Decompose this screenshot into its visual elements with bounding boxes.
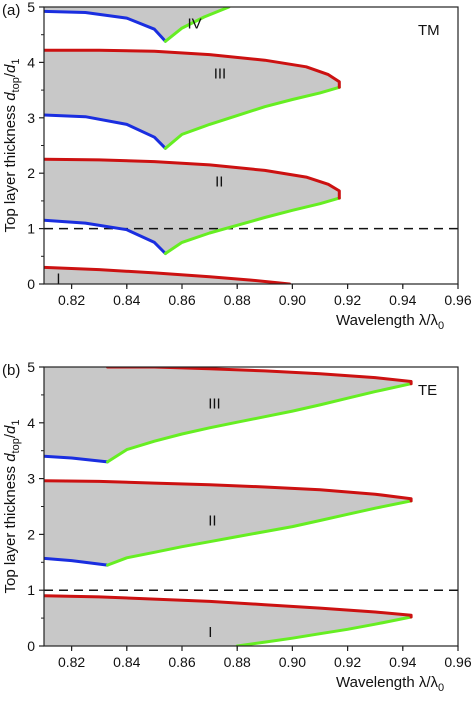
x-axis-label: Wavelength λ/λ0	[336, 674, 444, 694]
y-axis-ticks: 0 1 2 3 4 5	[27, 359, 44, 654]
band-region-III	[44, 50, 340, 149]
x-axis-label-subscript: 0	[438, 320, 444, 332]
red-band-edge-III	[44, 48, 341, 89]
y-tick-label: 2	[27, 526, 35, 542]
y-axis-label-sub2: 1	[10, 58, 22, 64]
x-tick-label: 0.96	[444, 654, 471, 670]
y-axis-label-slash: /	[2, 433, 19, 438]
band-label-II: II	[215, 174, 223, 191]
y-axis-label-slash: /	[2, 72, 19, 77]
green-band-edge-I	[235, 615, 413, 646]
blue-band-edge-III	[44, 454, 109, 464]
red-band-edge-II	[44, 479, 413, 503]
x-tick-label: 0.90	[279, 654, 306, 670]
band-edge-curves	[44, 7, 341, 284]
y-axis-label-var: d	[2, 453, 19, 462]
green-band-edge-IV	[163, 7, 231, 43]
band-label-I: I	[56, 271, 60, 288]
panel-b-te: 0.82 0.84 0.86 0.88 0.90 0.92 0.94 0.96 012345 …	[2, 359, 472, 694]
y-tick-label: 4	[27, 415, 35, 431]
green-band-edge-III	[163, 85, 341, 150]
y-tick-label: 5	[27, 0, 35, 15]
x-axis-label-text: Wavelength λ/λ	[336, 674, 438, 691]
y-tick-label: 1	[27, 582, 35, 598]
x-axis-label-subscript: 0	[438, 682, 444, 694]
band-region-IV	[44, 7, 229, 42]
band-region-II	[44, 480, 412, 566]
blue-band-edge-II	[44, 218, 167, 255]
red-band-edge-I	[44, 265, 292, 284]
x-tick-label: 0.86	[168, 292, 195, 308]
y-tick-label: 2	[27, 165, 35, 181]
band-label-I: I	[208, 624, 212, 641]
band-label-IV: IV	[188, 16, 202, 33]
x-tick-label: 0.94	[389, 654, 416, 670]
y-axis-label-sub: top	[10, 77, 22, 92]
band-region-I	[44, 267, 290, 284]
blue-band-edge-II	[44, 556, 109, 567]
x-tick-label: 0.84	[113, 292, 140, 308]
x-tick-label: 0.92	[334, 654, 361, 670]
y-tick-label: 5	[27, 359, 35, 375]
x-tick-label: 0.94	[389, 292, 416, 308]
band-regions	[44, 7, 340, 284]
y-tick-label: 3	[27, 110, 35, 126]
x-tick-label: 0.84	[113, 654, 140, 670]
blue-band-edge-III	[44, 113, 167, 150]
y-tick-label: 3	[27, 471, 35, 487]
y-axis-label: Top layer thickness dtop/d1	[2, 58, 22, 232]
panel-a-tm: 0.82 0.84 0.86 0.88 0.90 0.92 0.94 0.96 012345 …	[2, 0, 472, 332]
y-axis-label-sub: top	[10, 438, 22, 453]
x-axis-ticks: 0.82 0.84 0.86 0.88 0.90 0.92 0.94 0.96	[58, 646, 472, 670]
x-tick-label: 0.96	[444, 292, 471, 308]
red-band-edge-I	[44, 594, 413, 619]
x-tick-label: 0.86	[168, 654, 195, 670]
x-axis-label-text: Wavelength λ/λ	[336, 312, 438, 329]
y-tick-label: 0	[27, 276, 35, 292]
y-axis-label-var2: d	[2, 64, 19, 73]
band-region-III	[44, 367, 412, 462]
y-tick-label: 0	[27, 638, 35, 654]
panel-label: (b)	[2, 362, 20, 379]
panel-label: (a)	[2, 2, 20, 19]
x-tick-label: 0.88	[224, 654, 251, 670]
band-edge-curves	[44, 367, 413, 646]
x-axis-label: Wavelength λ/λ0	[336, 312, 444, 332]
y-tick-label: 4	[27, 54, 35, 70]
band-regions	[44, 367, 412, 646]
red-band-edge-II	[44, 157, 341, 200]
x-tick-label: 0.82	[58, 292, 85, 308]
x-tick-label: 0.90	[279, 292, 306, 308]
green-band-edge-III	[106, 382, 413, 464]
polarization-label: TM	[418, 22, 440, 39]
blue-band-edge-IV	[44, 9, 167, 43]
band-label-III: III	[208, 395, 221, 412]
x-tick-label: 0.92	[334, 292, 361, 308]
band-label-III: III	[214, 66, 227, 83]
y-axis-label: Top layer thickness dtop/d1	[2, 419, 22, 593]
y-axis-label-var: d	[2, 92, 19, 101]
y-axis-label-text: Top layer thickness	[2, 462, 19, 594]
plot-frame	[43, 6, 459, 285]
y-axis-label-var2: d	[2, 425, 19, 434]
polarization-label: TE	[418, 382, 437, 399]
x-tick-label: 0.82	[58, 654, 85, 670]
band-label-II: II	[208, 513, 216, 530]
y-axis-label-text: Top layer thickness	[2, 101, 19, 233]
x-axis-ticks: 0.82 0.84 0.86 0.88 0.90 0.92 0.94 0.96	[58, 284, 472, 308]
green-band-edge-II	[106, 499, 413, 567]
green-band-edge-II	[163, 196, 341, 255]
band-region-II	[44, 159, 340, 254]
y-tick-label: 1	[27, 221, 35, 237]
y-axis-ticks: 0 1 2 3 4 5	[27, 0, 44, 292]
x-tick-label: 0.88	[224, 292, 251, 308]
y-axis-label-sub2: 1	[10, 419, 22, 425]
